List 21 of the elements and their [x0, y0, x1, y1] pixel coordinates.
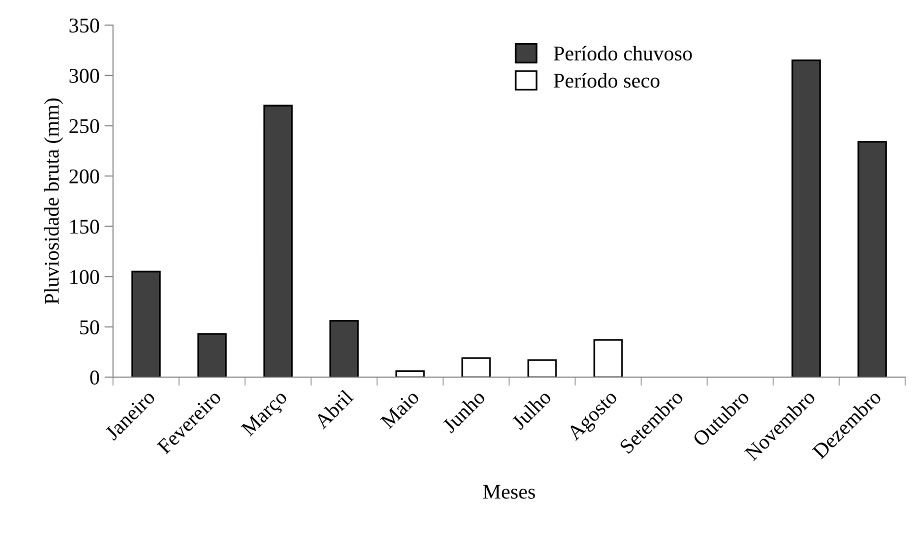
- bar: [593, 339, 623, 378]
- bar: [527, 359, 557, 378]
- y-tick-label: 250: [70, 119, 100, 134]
- legend-label: Período chuvoso: [554, 46, 692, 61]
- y-tick-label: 150: [70, 220, 100, 234]
- bar: [858, 140, 887, 378]
- bar: [197, 333, 227, 378]
- bar: [791, 60, 821, 378]
- y-tick-label: 100: [70, 270, 100, 284]
- y-tick-label: 0: [90, 370, 100, 385]
- legend-label: Período seco: [554, 73, 660, 88]
- x-axis-title: Meses: [483, 484, 535, 499]
- y-tick-label: 350: [70, 18, 100, 33]
- bar: [263, 104, 293, 378]
- bar: [329, 320, 359, 378]
- bar: [131, 270, 161, 378]
- y-tick-label: 50: [80, 320, 100, 334]
- bar: [461, 357, 491, 378]
- y-axis-title: Pluviosidade bruta (mm): [44, 98, 64, 304]
- y-tick-label: 200: [70, 169, 100, 184]
- y-tick-label: 300: [70, 68, 100, 83]
